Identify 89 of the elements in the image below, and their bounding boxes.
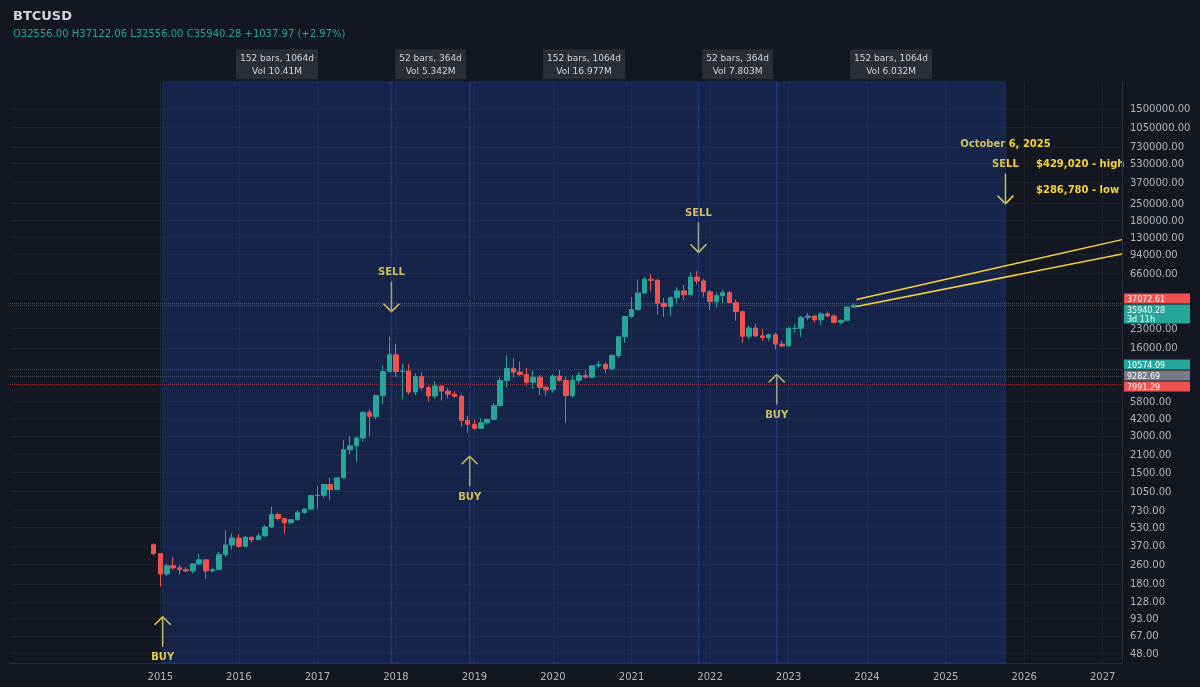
- y-tick-label: 370.00: [1130, 540, 1165, 552]
- annotation: SELL: [992, 158, 1020, 170]
- ref-line-label: 37072.61: [1127, 294, 1166, 304]
- y-tick-label: 1500000.00: [1130, 103, 1191, 115]
- candlestick: [432, 380, 438, 400]
- annotation: BUY: [151, 651, 175, 663]
- x-tick-label: 2016: [226, 670, 252, 682]
- y-tick-label: 2100.00: [1130, 449, 1172, 461]
- y-tick-label: 93.00: [1130, 613, 1159, 625]
- x-tick-label: 2020: [540, 670, 566, 682]
- candlestick: [603, 361, 608, 374]
- candlestick: [243, 535, 248, 548]
- y-tick-label: 128.00: [1130, 596, 1165, 608]
- candlestick: [164, 563, 170, 577]
- y-tick-label: 67.00: [1130, 630, 1159, 642]
- band-label: 152 bars, 1064d Vol 6.032M: [854, 52, 929, 76]
- x-tick-label: 2023: [775, 670, 802, 682]
- y-tick-label: 1500.00: [1130, 466, 1172, 478]
- band-label: 52 bars, 364d Vol 7.803M: [706, 52, 769, 76]
- candlestick: [236, 533, 242, 549]
- candlestick: [203, 559, 209, 580]
- y-tick-label: 530000.00: [1130, 158, 1185, 170]
- candlestick: [812, 314, 817, 324]
- y-tick-label: 1050000.00: [1130, 122, 1191, 134]
- x-tick-label: 2019: [461, 670, 488, 682]
- candlestick: [550, 374, 556, 393]
- y-tick-label: 94000.00: [1130, 249, 1178, 261]
- y-tick-label: 16000.00: [1130, 342, 1178, 354]
- candlestick: [158, 553, 163, 588]
- candlestick: [426, 385, 431, 403]
- annotation: October 6, 2025: [960, 137, 1051, 149]
- candlestick: [393, 343, 399, 378]
- ref-line-label: 35940.28 3d 11h: [1127, 305, 1166, 324]
- x-tick-label: 2024: [854, 670, 880, 682]
- y-tick-label: 370000.00: [1130, 177, 1185, 189]
- candlestick: [760, 328, 765, 342]
- candlestick: [753, 323, 758, 338]
- y-tick-label: 250000.00: [1130, 197, 1185, 209]
- candlestick: [413, 373, 418, 396]
- candlestick: [688, 271, 693, 296]
- candlestick: [249, 536, 254, 544]
- y-tick-label: 730000.00: [1130, 141, 1185, 153]
- annotation: SELL: [685, 206, 713, 218]
- candlestick: [746, 324, 752, 340]
- candlestick: [472, 418, 477, 431]
- y-tick-label: 23000.00: [1130, 323, 1178, 335]
- y-tick-label: 530.00: [1130, 521, 1165, 533]
- y-tick-label: 5800.00: [1130, 395, 1172, 407]
- candlestick: [367, 408, 372, 437]
- annotation: BUY: [765, 409, 789, 421]
- x-tick-label: 2017: [304, 670, 331, 682]
- ref-line-label: 9282.69: [1127, 371, 1161, 381]
- candlestick: [530, 369, 536, 390]
- band-label: 152 bars, 1064d Vol 16.977M: [547, 52, 622, 76]
- y-tick-label: 180.00: [1130, 578, 1165, 590]
- x-tick-label: 2026: [1011, 670, 1037, 682]
- candlestick: [681, 284, 687, 301]
- candlestick: [151, 542, 156, 556]
- y-tick-label: 4200.00: [1130, 412, 1172, 424]
- candlestick: [766, 332, 771, 342]
- candlestick: [406, 363, 411, 395]
- ref-line-label: 7991.29: [1127, 382, 1161, 392]
- candlestick: [583, 369, 588, 380]
- annotation: SELL: [378, 266, 406, 278]
- candlestick: [327, 477, 333, 501]
- x-tick-label: 2021: [618, 670, 645, 682]
- y-tick-label: 260.00: [1130, 559, 1165, 571]
- band-label: 52 bars, 364d Vol 5.342M: [399, 52, 462, 76]
- y-tick-label: 3000.00: [1130, 430, 1172, 442]
- band-label: 152 bars, 1064d Vol 10.41M: [240, 52, 315, 76]
- x-tick-label: 2018: [383, 670, 409, 682]
- y-tick-label: 66000.00: [1130, 267, 1178, 279]
- candlestick: [419, 372, 424, 392]
- x-tick-label: 2027: [1089, 670, 1116, 682]
- candlestick: [818, 311, 824, 326]
- y-tick-label: 180000.00: [1130, 214, 1185, 226]
- candlestick: [400, 363, 405, 400]
- chart-subtitle: O32556.00 H37122.06 L32556.00 C35940.28 +1037.97 (+2.97%): [13, 27, 346, 39]
- x-tick-label: 2025: [932, 670, 959, 682]
- y-tick-label: 130000.00: [1130, 232, 1185, 244]
- x-tick-label: 2022: [697, 670, 723, 682]
- y-tick-label: 48.00: [1130, 647, 1159, 659]
- ref-line-label: 10574.09: [1127, 360, 1166, 370]
- y-tick-label: 730.00: [1130, 504, 1165, 516]
- annotation: BUY: [458, 490, 482, 502]
- chart-title: BTCUSD: [13, 8, 73, 23]
- x-tick-label: 2015: [147, 670, 174, 682]
- annotation: $286,780 - low: [1036, 183, 1120, 195]
- y-tick-label: 1050.00: [1130, 485, 1172, 497]
